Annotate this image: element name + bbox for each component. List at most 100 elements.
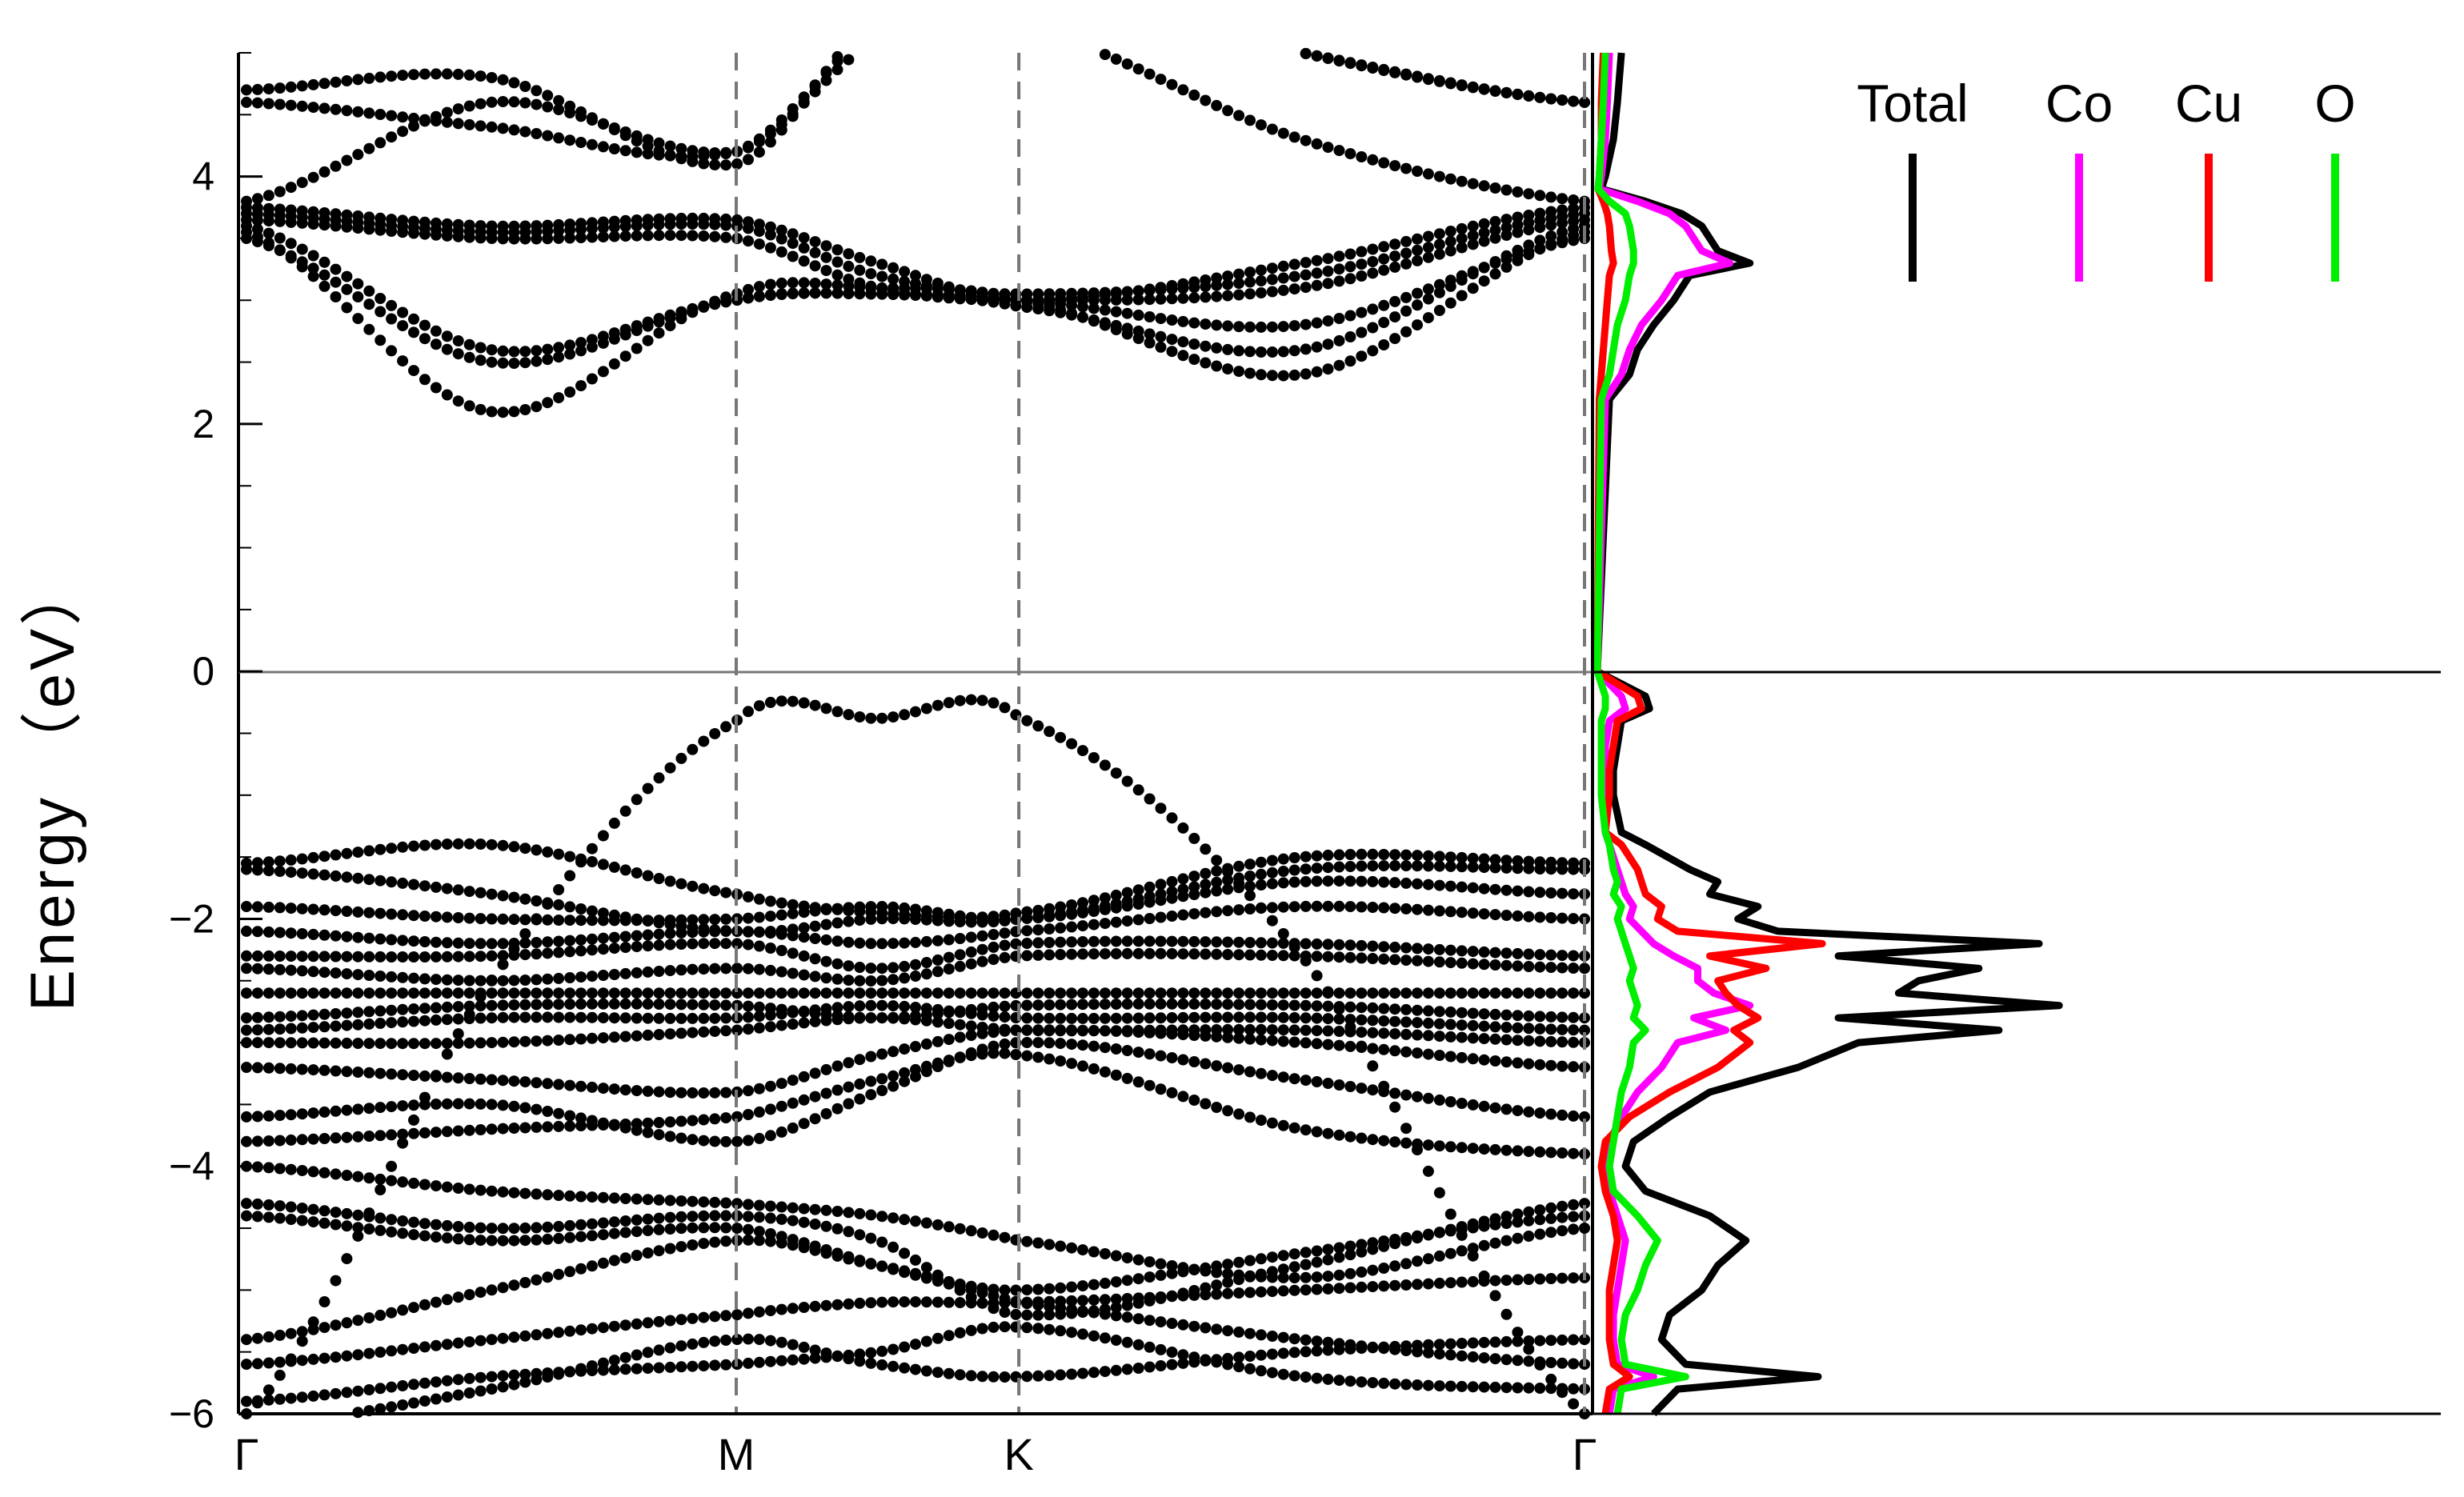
band-point [764, 229, 776, 241]
band-point [1155, 888, 1167, 900]
band-point [1367, 243, 1379, 255]
band-point [1344, 1131, 1356, 1143]
band-point [430, 1219, 442, 1231]
band-point [1389, 250, 1401, 262]
band-point [954, 949, 966, 961]
band-point [553, 392, 565, 404]
band-point [642, 1117, 654, 1129]
band-point [1088, 1330, 1100, 1342]
band-point [1489, 256, 1501, 267]
band-point [831, 935, 843, 947]
band-point [397, 877, 409, 889]
band-point [1211, 99, 1223, 111]
band-point [575, 1219, 587, 1231]
band-point [910, 289, 921, 301]
band-point [1400, 1345, 1412, 1357]
band-point [285, 987, 297, 999]
band-point [1200, 1011, 1212, 1023]
band-point [241, 950, 252, 962]
band-point [285, 1163, 297, 1175]
band-point [251, 231, 263, 243]
band-point [262, 1331, 274, 1343]
band-point [1489, 1055, 1501, 1067]
band-point [1523, 1035, 1535, 1047]
band-point [408, 1070, 419, 1081]
band-point [1500, 1103, 1512, 1115]
band-point [1032, 1370, 1044, 1382]
band-point [1155, 1258, 1167, 1270]
band-point [430, 1393, 442, 1405]
band-point [575, 106, 587, 118]
band-point [1568, 1358, 1580, 1370]
band-point [419, 1179, 431, 1191]
band-point [731, 214, 743, 226]
band-point [731, 1198, 743, 1210]
band-point [408, 935, 419, 947]
band-point [920, 702, 932, 714]
band-point [1121, 1252, 1133, 1264]
band-point [375, 1184, 387, 1195]
band-point [976, 1022, 988, 1033]
band-point [865, 1297, 877, 1309]
band-point [798, 255, 810, 267]
band-point [542, 90, 554, 102]
band-point [1412, 850, 1423, 862]
band-point [363, 285, 375, 297]
band-point [1077, 897, 1088, 909]
band-point [241, 1135, 252, 1147]
band-point [1166, 1052, 1178, 1063]
band-point [486, 950, 498, 962]
band-point [241, 925, 252, 937]
band-point [375, 1018, 387, 1029]
band-point [1222, 1276, 1234, 1288]
k-point-label: Γ [234, 1429, 259, 1479]
band-point [452, 103, 464, 115]
band-point [1155, 341, 1167, 353]
band-point [1110, 999, 1122, 1010]
band-point [1433, 1339, 1445, 1351]
band-point [731, 1024, 743, 1036]
band-point [1400, 849, 1412, 861]
band-point [1177, 873, 1189, 885]
band-point [1300, 1247, 1312, 1259]
band-point [876, 1236, 888, 1248]
band-point [1200, 291, 1212, 303]
band-point [619, 864, 631, 876]
band-point [1523, 911, 1535, 923]
band-point [1121, 935, 1133, 947]
band-point [452, 1374, 464, 1386]
band-point [564, 987, 576, 999]
band-point [375, 971, 387, 982]
band-point [1222, 320, 1234, 332]
band-point [664, 965, 676, 977]
band-point [1311, 1012, 1323, 1024]
band-point [1568, 202, 1580, 214]
band-curve [241, 48, 1590, 171]
band-point [497, 122, 509, 134]
band-point [1367, 1377, 1379, 1389]
band-point [1155, 1292, 1167, 1304]
band-point [619, 942, 631, 954]
band-point [1132, 1047, 1144, 1059]
band-point [1244, 1066, 1256, 1078]
band-point [262, 1037, 274, 1049]
band-point [664, 927, 676, 939]
band-point [1422, 242, 1434, 254]
band-point [1500, 222, 1512, 234]
band-point [285, 238, 297, 250]
band-point [1456, 1098, 1468, 1109]
band-point [608, 817, 620, 829]
band-point [1088, 1246, 1100, 1258]
band-point [1077, 948, 1088, 960]
band-point [597, 1032, 609, 1044]
band-point [865, 938, 877, 950]
band-point [1456, 222, 1468, 234]
band-point [531, 355, 543, 367]
band-point [631, 1363, 643, 1375]
band-point [486, 913, 498, 925]
band-point [597, 1322, 609, 1334]
band-point [564, 1366, 576, 1378]
band-point [486, 1383, 498, 1395]
band-point [285, 1134, 297, 1146]
band-point [419, 911, 431, 922]
